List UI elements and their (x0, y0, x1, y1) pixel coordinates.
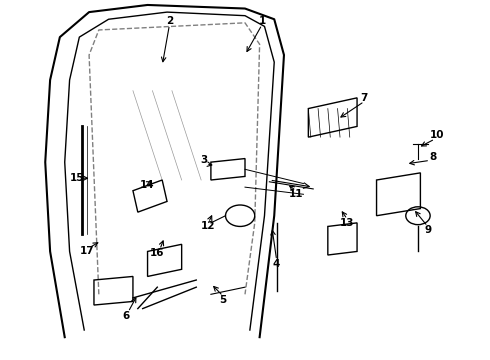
Text: 4: 4 (273, 259, 280, 269)
Text: 3: 3 (200, 156, 207, 165)
Text: 1: 1 (258, 16, 266, 26)
Text: 5: 5 (220, 295, 227, 305)
Text: 16: 16 (150, 248, 165, 258)
Text: 9: 9 (424, 225, 431, 235)
Text: 2: 2 (166, 16, 173, 26)
Text: 15: 15 (70, 173, 84, 183)
Text: 17: 17 (79, 247, 94, 256)
Text: 10: 10 (430, 130, 445, 140)
Text: 6: 6 (122, 311, 129, 321)
Text: 8: 8 (429, 152, 436, 162)
Text: 14: 14 (140, 180, 155, 190)
Text: 11: 11 (289, 189, 303, 199)
Text: 13: 13 (340, 218, 355, 228)
Text: 12: 12 (201, 221, 216, 231)
Text: 7: 7 (361, 93, 368, 103)
